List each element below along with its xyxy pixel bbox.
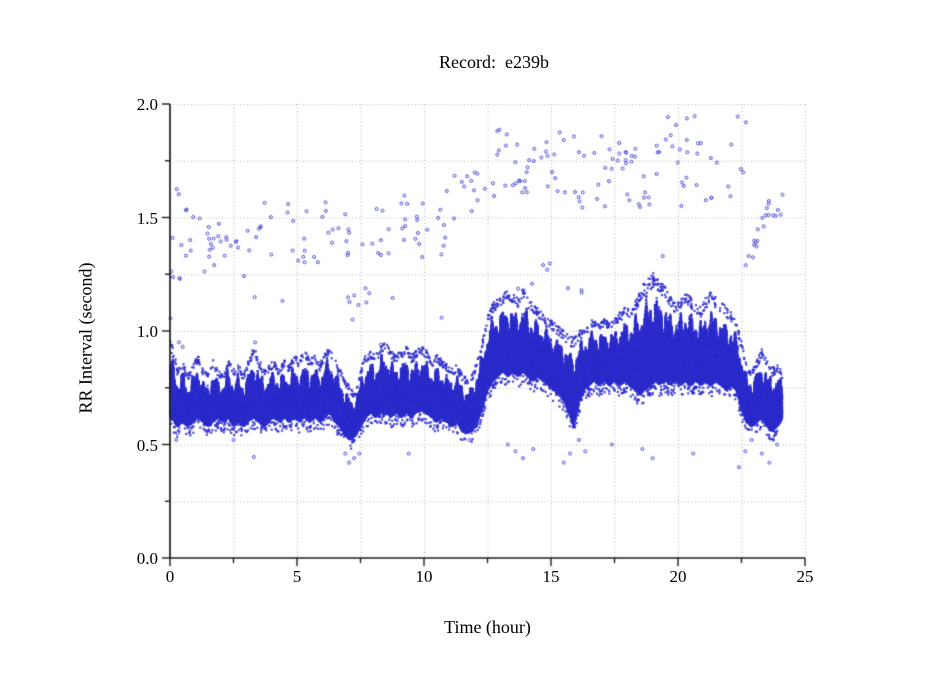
x-tick-label: 25 bbox=[796, 567, 814, 586]
x-tick-label: 5 bbox=[292, 567, 302, 586]
y-tick-label: 2.0 bbox=[136, 95, 158, 114]
x-tick-label: 10 bbox=[415, 567, 433, 586]
x-tick-label: 15 bbox=[542, 567, 560, 586]
chart-title: Record: e239b bbox=[439, 52, 549, 72]
y-tick-label: 1.5 bbox=[136, 208, 158, 228]
x-tick-label: 0 bbox=[165, 567, 175, 586]
y-axis-title: RR Interval (second) bbox=[75, 262, 96, 414]
y-tick-label: 1.0 bbox=[136, 322, 158, 341]
y-tick-label: 0.0 bbox=[136, 549, 158, 568]
x-tick-label: 20 bbox=[669, 567, 687, 586]
y-tick-label: 0.5 bbox=[136, 435, 158, 455]
x-axis-title: Time (hour) bbox=[444, 617, 531, 637]
